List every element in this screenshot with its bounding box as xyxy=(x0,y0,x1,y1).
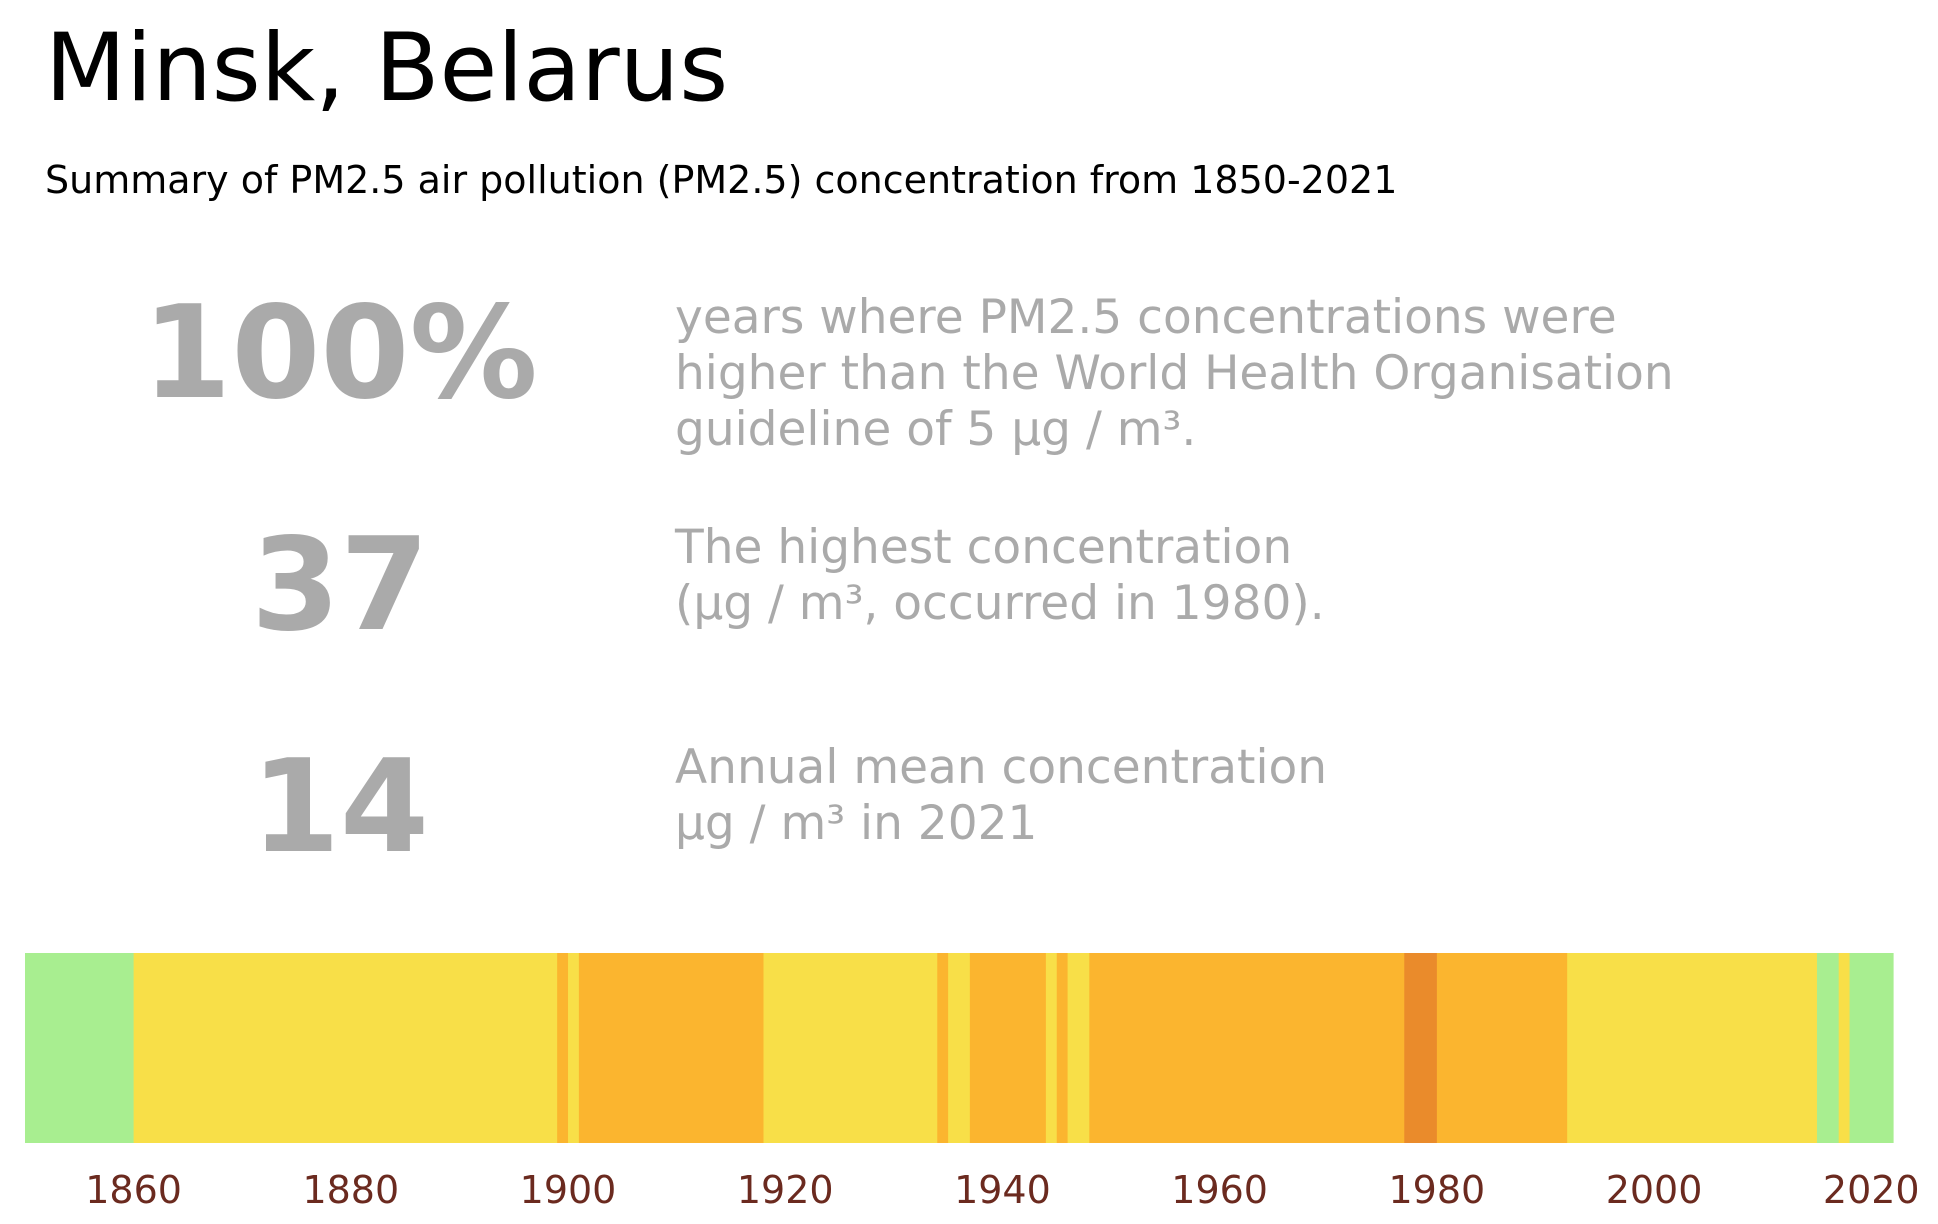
stripe-segment-2015-2017 xyxy=(1816,953,1840,1143)
stripe-segment-1934-1935 xyxy=(937,953,949,1143)
stripe-segment-1850-1860 xyxy=(25,953,135,1143)
stripe-segment-2017-2018 xyxy=(1838,953,1851,1143)
x-tick-label: 1940 xyxy=(954,1168,1051,1212)
stat-max-line-1: The highest concentration xyxy=(675,520,1293,575)
stripe-segment-1980-1992 xyxy=(1436,953,1568,1143)
x-tick-label: 1880 xyxy=(302,1168,399,1212)
x-tick-label: 2000 xyxy=(1606,1168,1703,1212)
stripe-segment-1935-1937 xyxy=(948,953,971,1143)
stat-percent-line-2: higher than the World Health Organisatio… xyxy=(675,346,1674,401)
x-tick-label: 2020 xyxy=(1823,1168,1920,1212)
stripe-segment-1945-1946 xyxy=(1056,953,1069,1143)
page-title: Minsk, Belarus xyxy=(45,14,729,123)
stat-max-line-2: (µg / m³, occurred in 1980). xyxy=(675,576,1325,631)
stat-percent-value: 100% xyxy=(142,279,538,428)
stripe-segment-1860-1899 xyxy=(133,953,558,1143)
stripe-segment-1977-1980 xyxy=(1404,953,1438,1143)
stripe-segment-1937-1944 xyxy=(969,953,1047,1143)
stripe-segment-1899-1900 xyxy=(557,953,569,1143)
stat-mean-value: 14 xyxy=(250,733,430,882)
x-tick-label: 1980 xyxy=(1389,1168,1486,1212)
x-tick-label: 1860 xyxy=(85,1168,182,1212)
x-tick-label: 1920 xyxy=(737,1168,834,1212)
stat-percent-line-3: guideline of 5 µg / m³. xyxy=(675,402,1197,457)
stat-max-description: The highest concentration (µg / m³, occu… xyxy=(675,520,1325,632)
stat-mean-description: Annual mean concentration µg / m³ in 202… xyxy=(675,740,1327,852)
page-subtitle: Summary of PM2.5 air pollution (PM2.5) c… xyxy=(45,158,1398,202)
stat-mean-line-2: µg / m³ in 2021 xyxy=(675,796,1038,851)
x-tick-label: 1900 xyxy=(520,1168,617,1212)
stripe-segment-2018-2022 xyxy=(1849,953,1894,1143)
stat-percent-line-1: years where PM2.5 concentrations were xyxy=(675,290,1617,345)
stripe-segment-1992-2015 xyxy=(1567,953,1818,1143)
stat-mean-line-1: Annual mean concentration xyxy=(675,740,1328,795)
stripe-group xyxy=(25,953,1894,1143)
stripe-segment-1901-1918 xyxy=(578,953,765,1143)
stripe-segment-1900-1901 xyxy=(568,953,580,1143)
stripe-segment-1918-1934 xyxy=(763,953,938,1143)
x-tick-label: 1960 xyxy=(1171,1168,1268,1212)
stat-max-value: 37 xyxy=(250,511,430,660)
stripe-segment-1946-1948 xyxy=(1067,953,1090,1143)
stripe-segment-1948-1977 xyxy=(1089,953,1405,1143)
stat-percent-description: years where PM2.5 concentrations were hi… xyxy=(675,290,1674,458)
stripe-segment-1944-1945 xyxy=(1045,953,1058,1143)
x-axis-ticks: 1860 1880 1900 1920 1940 1960 1980 2000 2020 xyxy=(85,1168,1919,1212)
